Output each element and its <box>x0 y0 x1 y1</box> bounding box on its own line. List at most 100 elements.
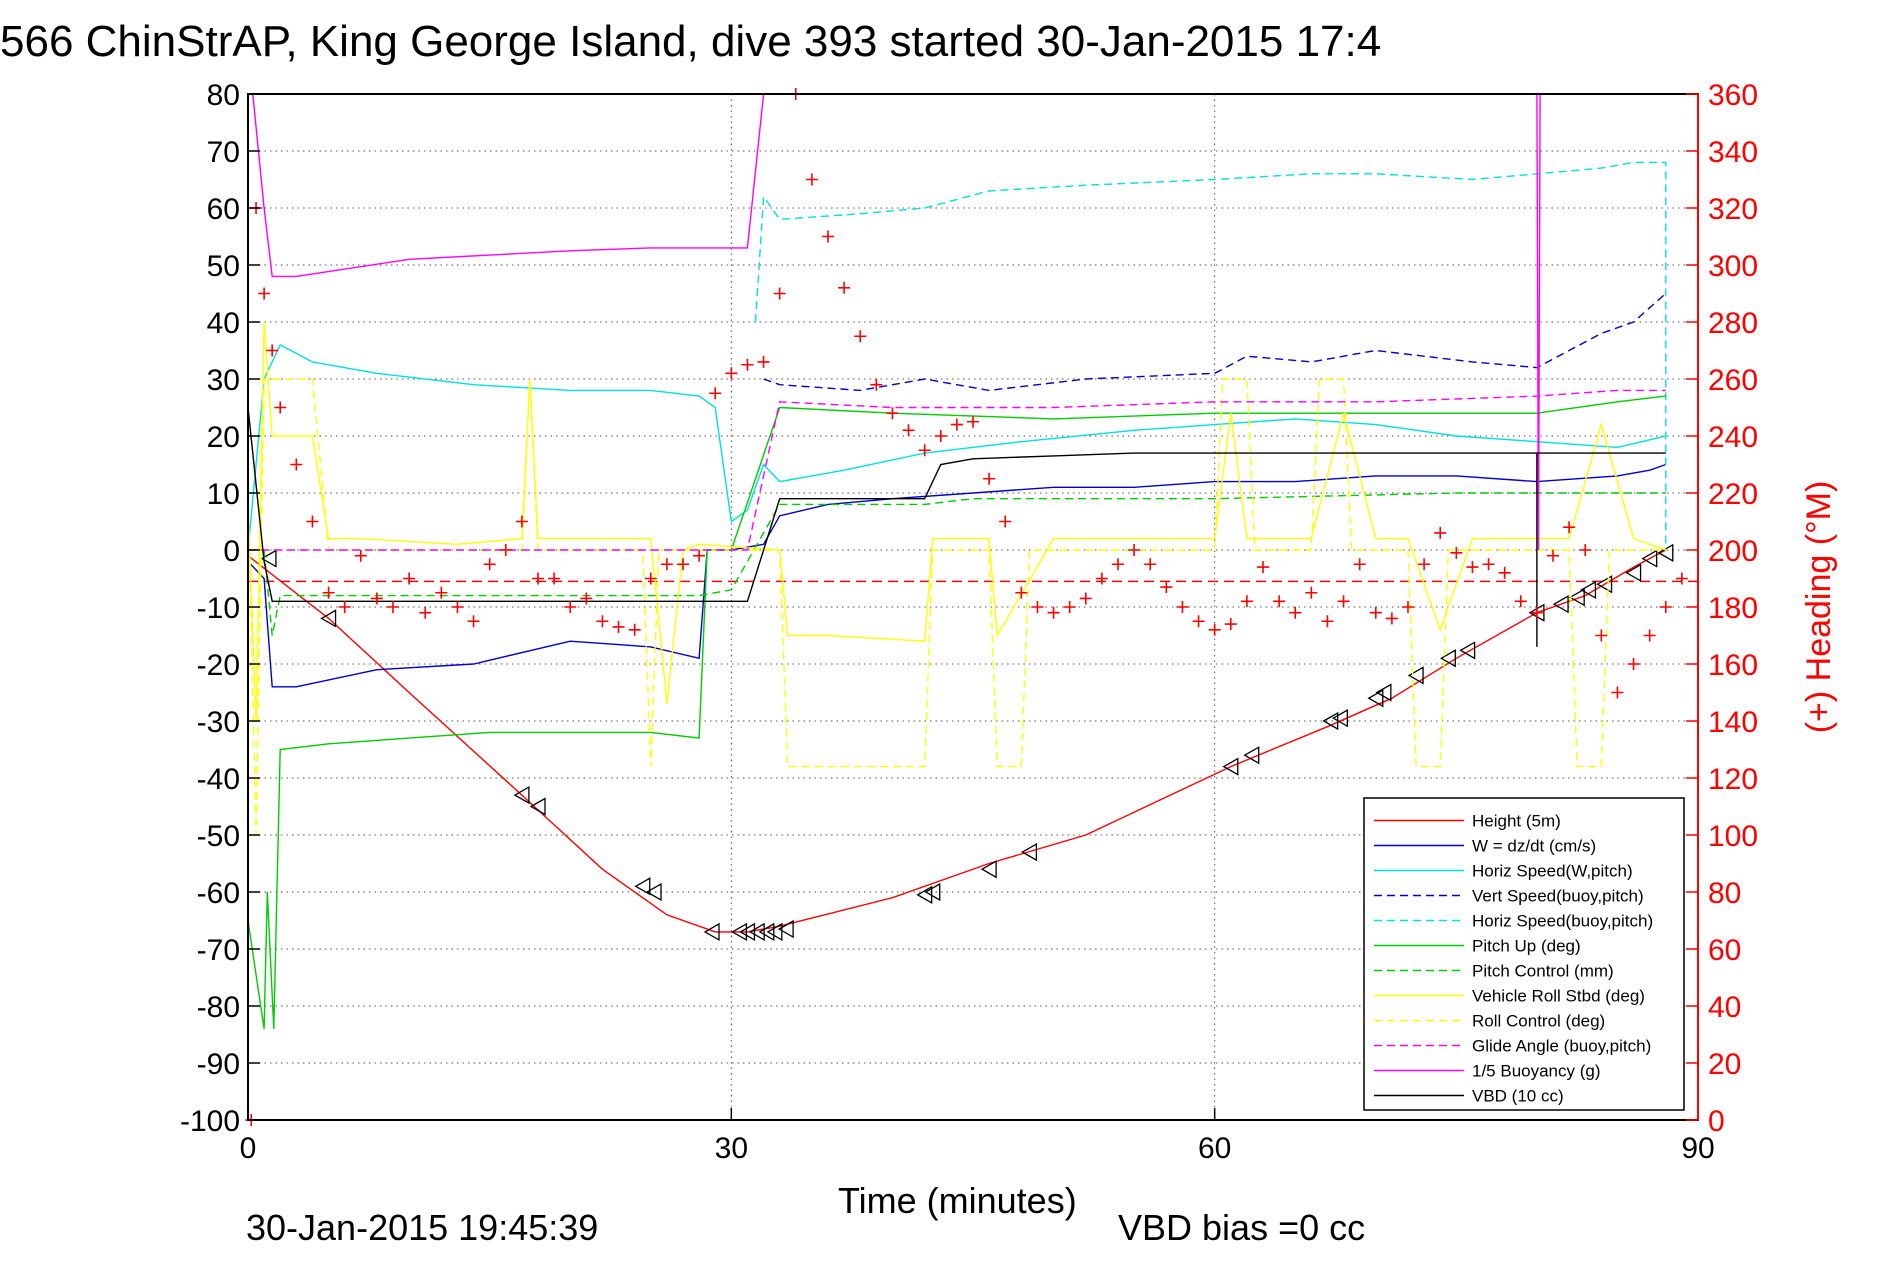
y-tick-label-left: 70 <box>207 136 240 169</box>
depth-marker-point <box>924 882 941 902</box>
heading-point <box>1192 615 1205 628</box>
x-tick-label: 90 <box>1681 1132 1714 1165</box>
y-tick-label-right: 260 <box>1708 364 1758 397</box>
depth-marker-point <box>1552 595 1569 614</box>
y-tick-label-right: 180 <box>1708 592 1758 625</box>
y-tick-label-left: 10 <box>207 478 240 511</box>
y-tick-label-right: 80 <box>1708 877 1741 910</box>
heading-point <box>870 378 883 391</box>
heading-point <box>1015 586 1028 599</box>
depth-marker-point <box>1322 711 1339 731</box>
y-tick-label-right: 40 <box>1708 991 1741 1024</box>
heading-point <box>950 418 963 431</box>
heading-point <box>1257 561 1269 574</box>
depth-marker-point <box>766 922 783 942</box>
y-tick-label-right: 240 <box>1708 421 1758 454</box>
depth-marker-point <box>777 919 794 939</box>
legend-label: Height (5m) <box>1472 812 1561 831</box>
legend-label: 1/5 Buoyancy (g) <box>1472 1062 1601 1081</box>
series-line-1-5-buoyancy-g <box>252 93 1541 551</box>
heading-point <box>548 572 561 585</box>
heading-point <box>1289 606 1302 619</box>
depth-marker-point <box>1222 757 1239 776</box>
heading-point <box>483 558 496 571</box>
y-tick-label-right: 0 <box>1708 1105 1725 1138</box>
heading-point <box>1659 601 1672 613</box>
depth-marker-point <box>739 922 756 942</box>
heading-point <box>1385 612 1398 625</box>
heading-point <box>258 287 271 300</box>
depth-marker-point <box>1580 580 1597 600</box>
y-tick-label-left: -50 <box>197 820 240 853</box>
y-tick-label-left: 30 <box>207 364 240 397</box>
heading-point <box>1063 601 1076 613</box>
depth-marker-point <box>1332 709 1348 728</box>
footer-date: 30-Jan-2015 19:45:39 <box>246 1207 598 1248</box>
series-line-glide-angle-buoy-pitch <box>248 389 1666 551</box>
y-tick-label-right: 60 <box>1708 934 1741 967</box>
x-tick-label: 0 <box>240 1132 257 1165</box>
heading-point <box>934 430 947 442</box>
legend-box <box>1363 797 1685 1111</box>
heading-point <box>999 515 1012 528</box>
y-tick-label-right: 300 <box>1708 250 1758 283</box>
y-tick-label-right: 120 <box>1708 763 1758 796</box>
heading-point <box>1514 595 1527 608</box>
legend-label: W = dz/dt (cm/s) <box>1472 837 1596 856</box>
heading-point <box>596 615 609 628</box>
tick-group: 80706050403020100-10-20-30-40-50-60-70-8… <box>180 79 1758 1165</box>
depth-marker-point <box>529 797 546 816</box>
heading-point <box>499 544 512 556</box>
depth-marker-point <box>320 609 337 628</box>
heading-point <box>580 592 593 605</box>
heading-point <box>1369 606 1382 619</box>
legend-label: Vehicle Roll Stbd (deg) <box>1472 987 1645 1006</box>
heading-point <box>1112 558 1124 571</box>
series-line-horiz-speed-w-pitch <box>247 343 1666 551</box>
heading-point <box>1273 595 1286 608</box>
heading-point <box>467 615 480 628</box>
heading-point <box>918 444 931 457</box>
y-tick-label-left: -30 <box>197 706 240 739</box>
depth-marker-point <box>1375 683 1392 702</box>
series-line-horiz-speed-buoy-pitch <box>754 161 1667 550</box>
legend-label: Glide Angle (buoy,pitch) <box>1472 1037 1651 1056</box>
heading-point <box>1450 546 1463 559</box>
heading-point <box>677 558 689 571</box>
y-tick-label-right: 100 <box>1708 820 1758 853</box>
series-line-vbd-10-cc <box>247 407 1666 647</box>
legend: Height (5m) W = dz/dt (cm/s) Horiz Speed(W… <box>1363 797 1685 1111</box>
y-tick-label-left: -90 <box>197 1048 240 1081</box>
heading-point <box>1240 595 1253 608</box>
depth-marker-point <box>1625 563 1642 582</box>
heading-point <box>451 601 464 613</box>
series-line-pitch-control-mm <box>263 492 1666 636</box>
heading-point <box>1466 561 1479 574</box>
y-tick-label-right: 200 <box>1708 535 1758 568</box>
heading-point <box>532 572 544 585</box>
depth-marker-point <box>1459 641 1476 660</box>
y-tick-label-left: -60 <box>197 877 240 910</box>
y-tick-label-right: 340 <box>1708 136 1758 169</box>
heading-point <box>1305 586 1318 599</box>
y-tick-label-left: -80 <box>197 991 240 1024</box>
depth-marker-point <box>1641 549 1658 568</box>
depth-marker-point <box>758 922 775 942</box>
y-tick-label-right: 280 <box>1708 307 1758 340</box>
depth-marker-point <box>1596 575 1613 594</box>
depth-marker-point <box>980 860 997 879</box>
depth-marker-point <box>1367 689 1384 708</box>
legend-label: Horiz Speed(buoy,pitch) <box>1472 912 1653 931</box>
series-line-vehicle-roll-stbd-deg <box>247 321 1667 722</box>
legend-label: Horiz Speed(W,pitch) <box>1472 862 1633 881</box>
heading-point <box>1530 606 1543 619</box>
heading-point <box>1208 623 1221 636</box>
series-group <box>245 88 1698 1126</box>
heading-point <box>322 586 335 599</box>
heading-point <box>1563 521 1576 534</box>
grid-lines <box>248 94 1698 1120</box>
heading-point <box>564 601 577 613</box>
depth-marker-point <box>1407 666 1424 685</box>
heading-point <box>1128 544 1141 556</box>
y-tick-label-right: 140 <box>1708 706 1758 739</box>
